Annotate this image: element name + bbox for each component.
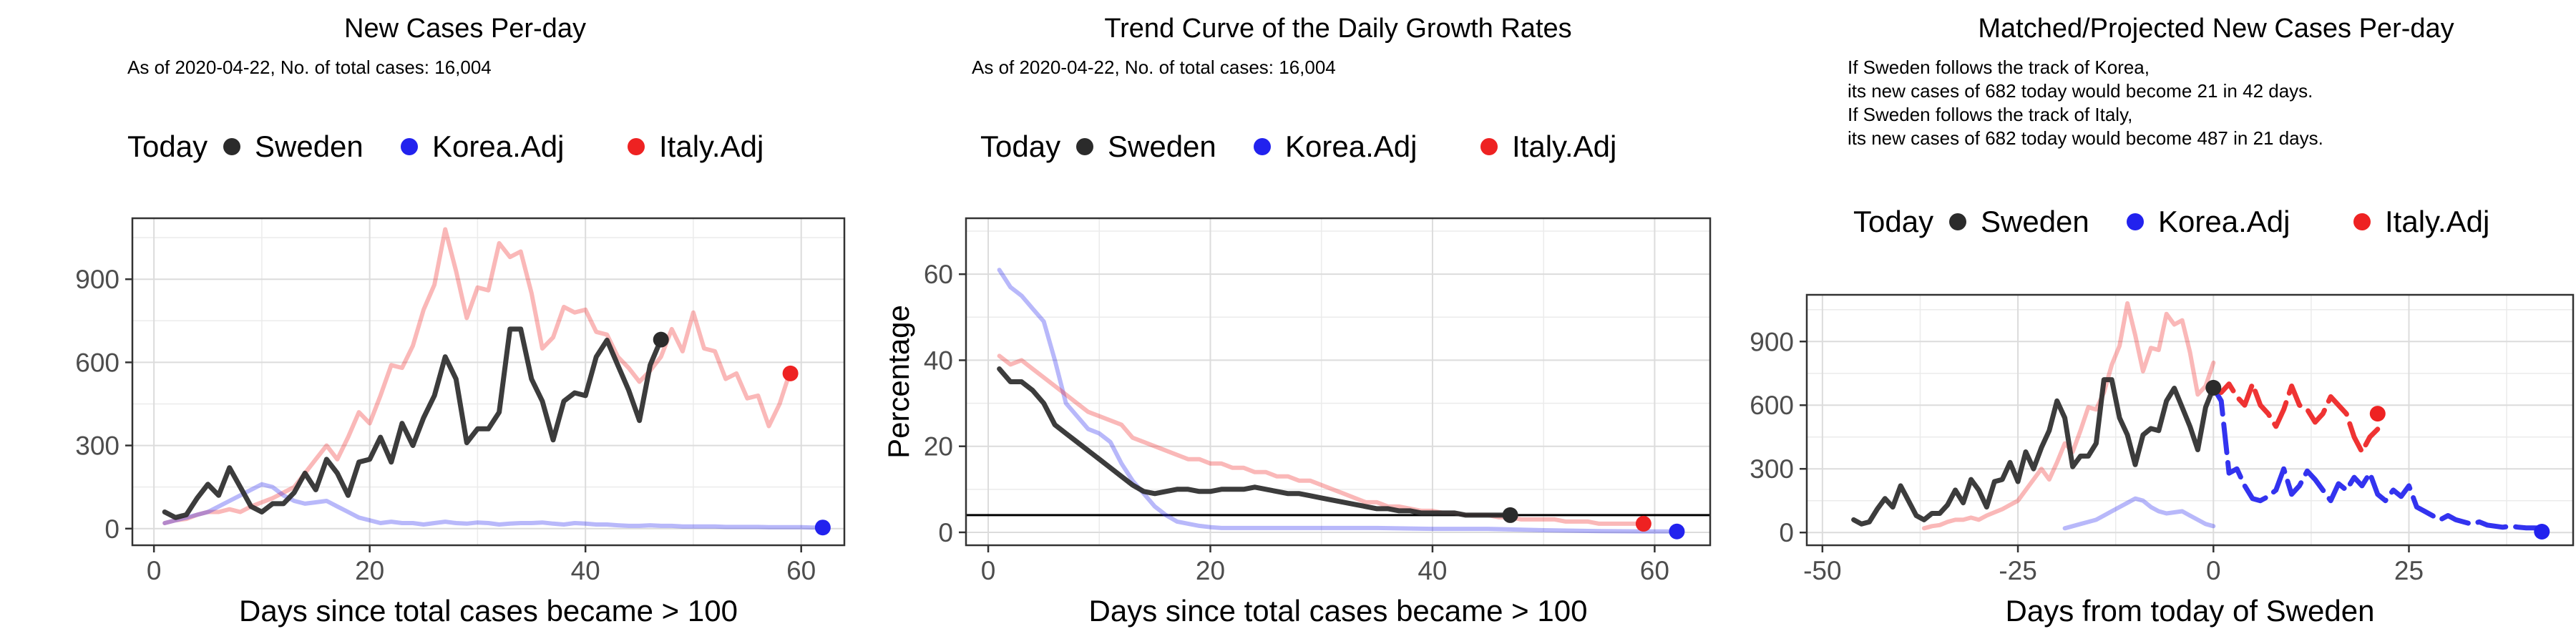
legend: Today Sweden Korea.Adj Italy.Adj [127,130,763,163]
legend-label: Sweden [1108,130,1216,163]
legend-key-dot [401,138,418,155]
legend-key-dot [2353,213,2371,230]
grid [132,218,844,545]
series-line-sweden [1851,377,2216,527]
grid [1807,295,2573,545]
legend-key-dot [1480,138,1498,155]
chart-title: New Cases Per-day [344,14,586,44]
x-tick-label: 20 [355,556,384,585]
y-tick-label: 0 [938,518,953,547]
series-line-korea-adj [162,482,825,530]
y-tick-label: 0 [104,514,119,544]
y-tick-label: 300 [75,431,119,461]
x-tick-label: 25 [2394,556,2424,585]
today-point-italy-adj [1635,515,1652,532]
series-group [997,268,1679,534]
x-tick-label: 60 [1640,556,1669,585]
y-tick-label: 0 [1779,518,1794,547]
legend-label: Korea.Adj [1285,130,1417,163]
today-point-italy-adj [2369,406,2386,422]
legend-label: Sweden [255,130,364,163]
plot-border [1805,293,2575,547]
today-point-italy-adj [782,365,799,381]
x-tick-label: -50 [1803,556,1841,585]
legend-key-dot [1076,138,1093,155]
chart-subtitle-line: As of 2020-04-22, No. of total cases: 16… [127,57,492,78]
legend: Today Sweden Korea.Adj Italy.Adj [980,130,1616,163]
x-tick-label: 40 [571,556,600,585]
chart-subtitle-line: If Sweden follows the track of Korea, [1848,57,2150,78]
y-tick-label: 40 [924,346,953,375]
series-group [162,227,825,530]
series-line-sweden [997,366,1513,518]
y-tick-label: 900 [75,265,119,294]
x-axis-label: Days since total cases became > 100 [1089,594,1588,628]
x-tick-label: 60 [786,556,816,585]
legend-key-dot [628,138,645,155]
legend-label: Italy.Adj [1512,130,1616,163]
today-point-sweden [2205,379,2222,396]
x-tick-label: 0 [2206,556,2221,585]
legend-key-dot [1254,138,1271,155]
legend-label: Korea.Adj [432,130,564,163]
legend-key-dot [223,138,240,155]
y-tick-label: 300 [1750,454,1794,484]
x-axis-label: Days from today of Sweden [2006,594,2375,628]
chart-title: Matched/Projected New Cases Per-day [1978,14,2454,44]
series-line-korea-adj [997,268,1679,534]
y-tick-label: 20 [924,432,953,462]
x-tick-label: -25 [1999,556,2036,585]
chart-panel-2: Matched/Projected New Cases Per-day If Sw… [1750,14,2575,628]
y-tick-label: 60 [924,260,953,289]
legend-key-dot [1949,213,1966,230]
x-axis-label: Days since total cases became > 100 [239,594,738,628]
chart-panel-0: New Cases Per-day As of 2020-04-22, No. o… [75,14,846,628]
chart-subtitle-line: its new cases of 682 today would become … [1848,127,2323,149]
legend-title: Today [1853,205,1933,238]
y-axis-label: Percentage [882,305,915,459]
legend-label: Italy.Adj [659,130,763,163]
chart-subtitle-line: If Sweden follows the track of Italy, [1848,104,2132,125]
legend: Today Sweden Korea.Adj Italy.Adj [1853,205,2489,238]
legend-label: Italy.Adj [2385,205,2489,238]
today-point-korea-adj [1669,523,1685,540]
chart-subtitle-line: As of 2020-04-22, No. of total cases: 16… [972,57,1336,78]
plot-border [131,217,846,547]
legend-label: Sweden [1981,205,2089,238]
plot-border [965,217,1712,547]
x-tick-label: 20 [1196,556,1225,585]
y-tick-label: 900 [1750,327,1794,356]
today-point-sweden [1502,507,1518,523]
series-line-italy-adj [997,353,1646,526]
series-line-italy-adj [2210,381,2381,454]
legend-key-dot [2127,213,2144,230]
today-point-sweden [653,331,669,348]
series-group [1851,301,2545,531]
today-point-korea-adj [2534,524,2550,540]
chart-panel-1: Trend Curve of the Daily Growth Rates As … [882,14,1712,628]
x-tick-label: 0 [981,556,996,585]
chart-title: Trend Curve of the Daily Growth Rates [1104,14,1571,44]
y-tick-label: 600 [75,348,119,377]
series-line-korea-adj [2210,385,2545,531]
series-line-korea-adj [2062,496,2216,531]
x-tick-label: 40 [1418,556,1447,585]
x-tick-label: 0 [147,556,162,585]
grid [966,218,1710,545]
chart-subtitle-line: its new cases of 682 today would become … [1848,80,2313,102]
series-line-sweden [162,326,664,520]
legend-label: Korea.Adj [2158,205,2290,238]
legend-title: Today [127,130,208,163]
plot-background [132,218,844,545]
legend-title: Today [980,130,1060,163]
today-point-korea-adj [814,519,831,536]
y-tick-label: 600 [1750,391,1794,420]
plot-background [966,218,1710,545]
series-line-italy-adj [162,227,793,525]
